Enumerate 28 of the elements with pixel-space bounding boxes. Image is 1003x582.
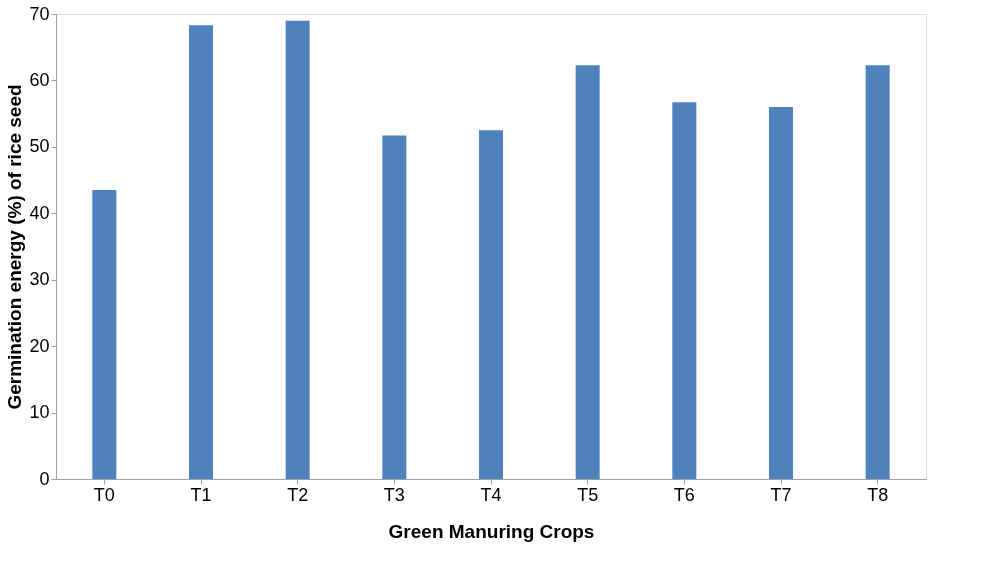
x-tick-label: T2 <box>287 484 309 505</box>
y-tick-label: 20 <box>29 335 50 356</box>
bar <box>479 130 503 479</box>
x-tick-label: T4 <box>480 484 502 505</box>
bar <box>382 135 407 479</box>
x-tick-label: T6 <box>673 484 695 505</box>
x-tick-label: T5 <box>577 484 599 505</box>
y-tick-label: 30 <box>29 269 50 290</box>
bar <box>865 65 890 479</box>
bar <box>285 20 310 479</box>
y-tick-label: 60 <box>29 69 50 90</box>
x-tick-label: T1 <box>190 484 212 505</box>
y-axis-title: Germination energy (%) of rice seed <box>4 84 26 410</box>
x-tick-label: T8 <box>867 484 889 505</box>
x-axis-title: Green Manuring Crops <box>388 520 595 542</box>
x-tick-label: T3 <box>383 484 405 505</box>
bar <box>189 25 213 479</box>
y-tick-label: 0 <box>39 468 50 489</box>
bar <box>92 190 117 479</box>
bar <box>769 107 793 479</box>
y-tick-label: 40 <box>29 202 50 223</box>
y-tick-label: 50 <box>29 136 50 157</box>
y-tick-label: 10 <box>29 402 50 423</box>
bar <box>672 102 697 479</box>
x-tick-label: T7 <box>770 484 792 505</box>
x-tick-label: T0 <box>93 484 115 505</box>
y-tick-label: 70 <box>29 3 50 24</box>
bar <box>575 65 600 479</box>
